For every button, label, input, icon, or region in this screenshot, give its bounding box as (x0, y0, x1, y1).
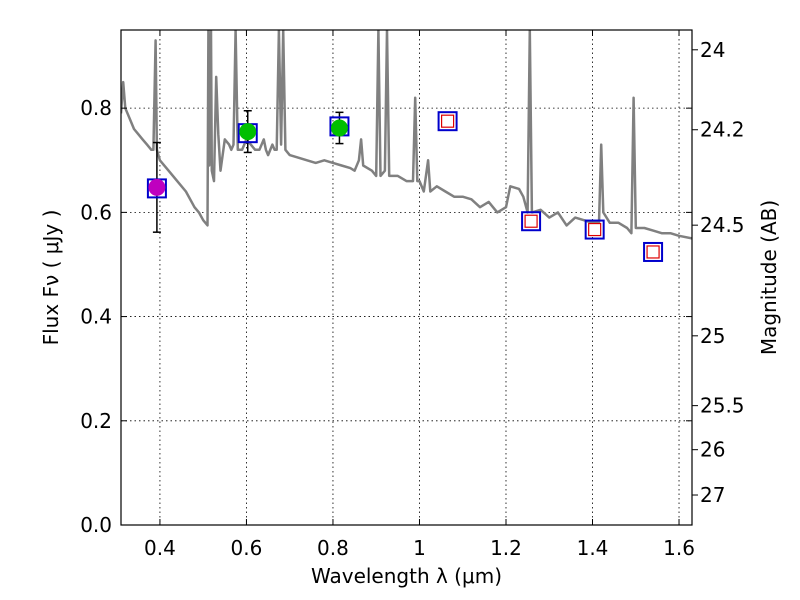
y-axis-right-label: Magnitude (AB) (757, 200, 781, 355)
x-tick-label: 1 (413, 536, 426, 560)
x-tick-label: 1.4 (577, 536, 609, 560)
plot-frame (120, 29, 693, 526)
upper-limit-square-marker (524, 214, 538, 228)
x-tick-label: 0.6 (231, 536, 263, 560)
right-tick-label: 25.5 (700, 394, 745, 418)
observed-point-marker (148, 178, 166, 196)
x-axis: 0.4 0.6 0.8 1 1.2 1.4 1.6 (144, 30, 695, 560)
upper-limit-square-marker (646, 245, 660, 259)
right-tick-label: 27 (700, 483, 725, 507)
y-tick-label: 0.2 (80, 409, 112, 433)
right-tick-label: 24.5 (700, 213, 745, 237)
y-tick-label: 0.6 (80, 200, 112, 224)
model-square-marker (437, 111, 458, 132)
x-tick-label: 0.8 (317, 536, 349, 560)
y-axis-right: 24 24.2 24.5 25 25.5 26 27 (692, 38, 745, 507)
upper-limit-square-marker (440, 114, 455, 128)
grid (121, 30, 692, 526)
y-tick-label: 0.8 (80, 96, 112, 120)
model-square-marker (643, 241, 664, 262)
upper-limit-square-marker (588, 222, 602, 237)
x-tick-label: 1.6 (663, 536, 695, 560)
right-tick-label: 24.2 (700, 118, 745, 142)
right-tick-label: 25 (700, 324, 725, 348)
model-square-marker (584, 219, 605, 240)
y-axis-label: Flux Fν ( μJy ) (39, 210, 63, 346)
observed-point-marker (330, 119, 348, 137)
spectrum-layer (121, 30, 692, 240)
x-tick-label: 0.4 (144, 536, 176, 560)
spectrum-line (121, 30, 692, 240)
x-axis-label: Wavelength λ (μm) (311, 564, 502, 588)
y-axis-left: 0.0 0.2 0.4 0.6 0.8 (80, 96, 692, 537)
y-tick-label: 0.4 (80, 305, 112, 329)
points-layer (146, 110, 664, 262)
observed-point-marker (239, 123, 257, 141)
x-tick-label: 1.2 (490, 536, 522, 560)
right-tick-label: 26 (700, 438, 725, 462)
y-tick-label: 0.0 (80, 513, 112, 537)
model-square-marker (521, 211, 542, 232)
right-tick-label: 24 (700, 38, 725, 62)
